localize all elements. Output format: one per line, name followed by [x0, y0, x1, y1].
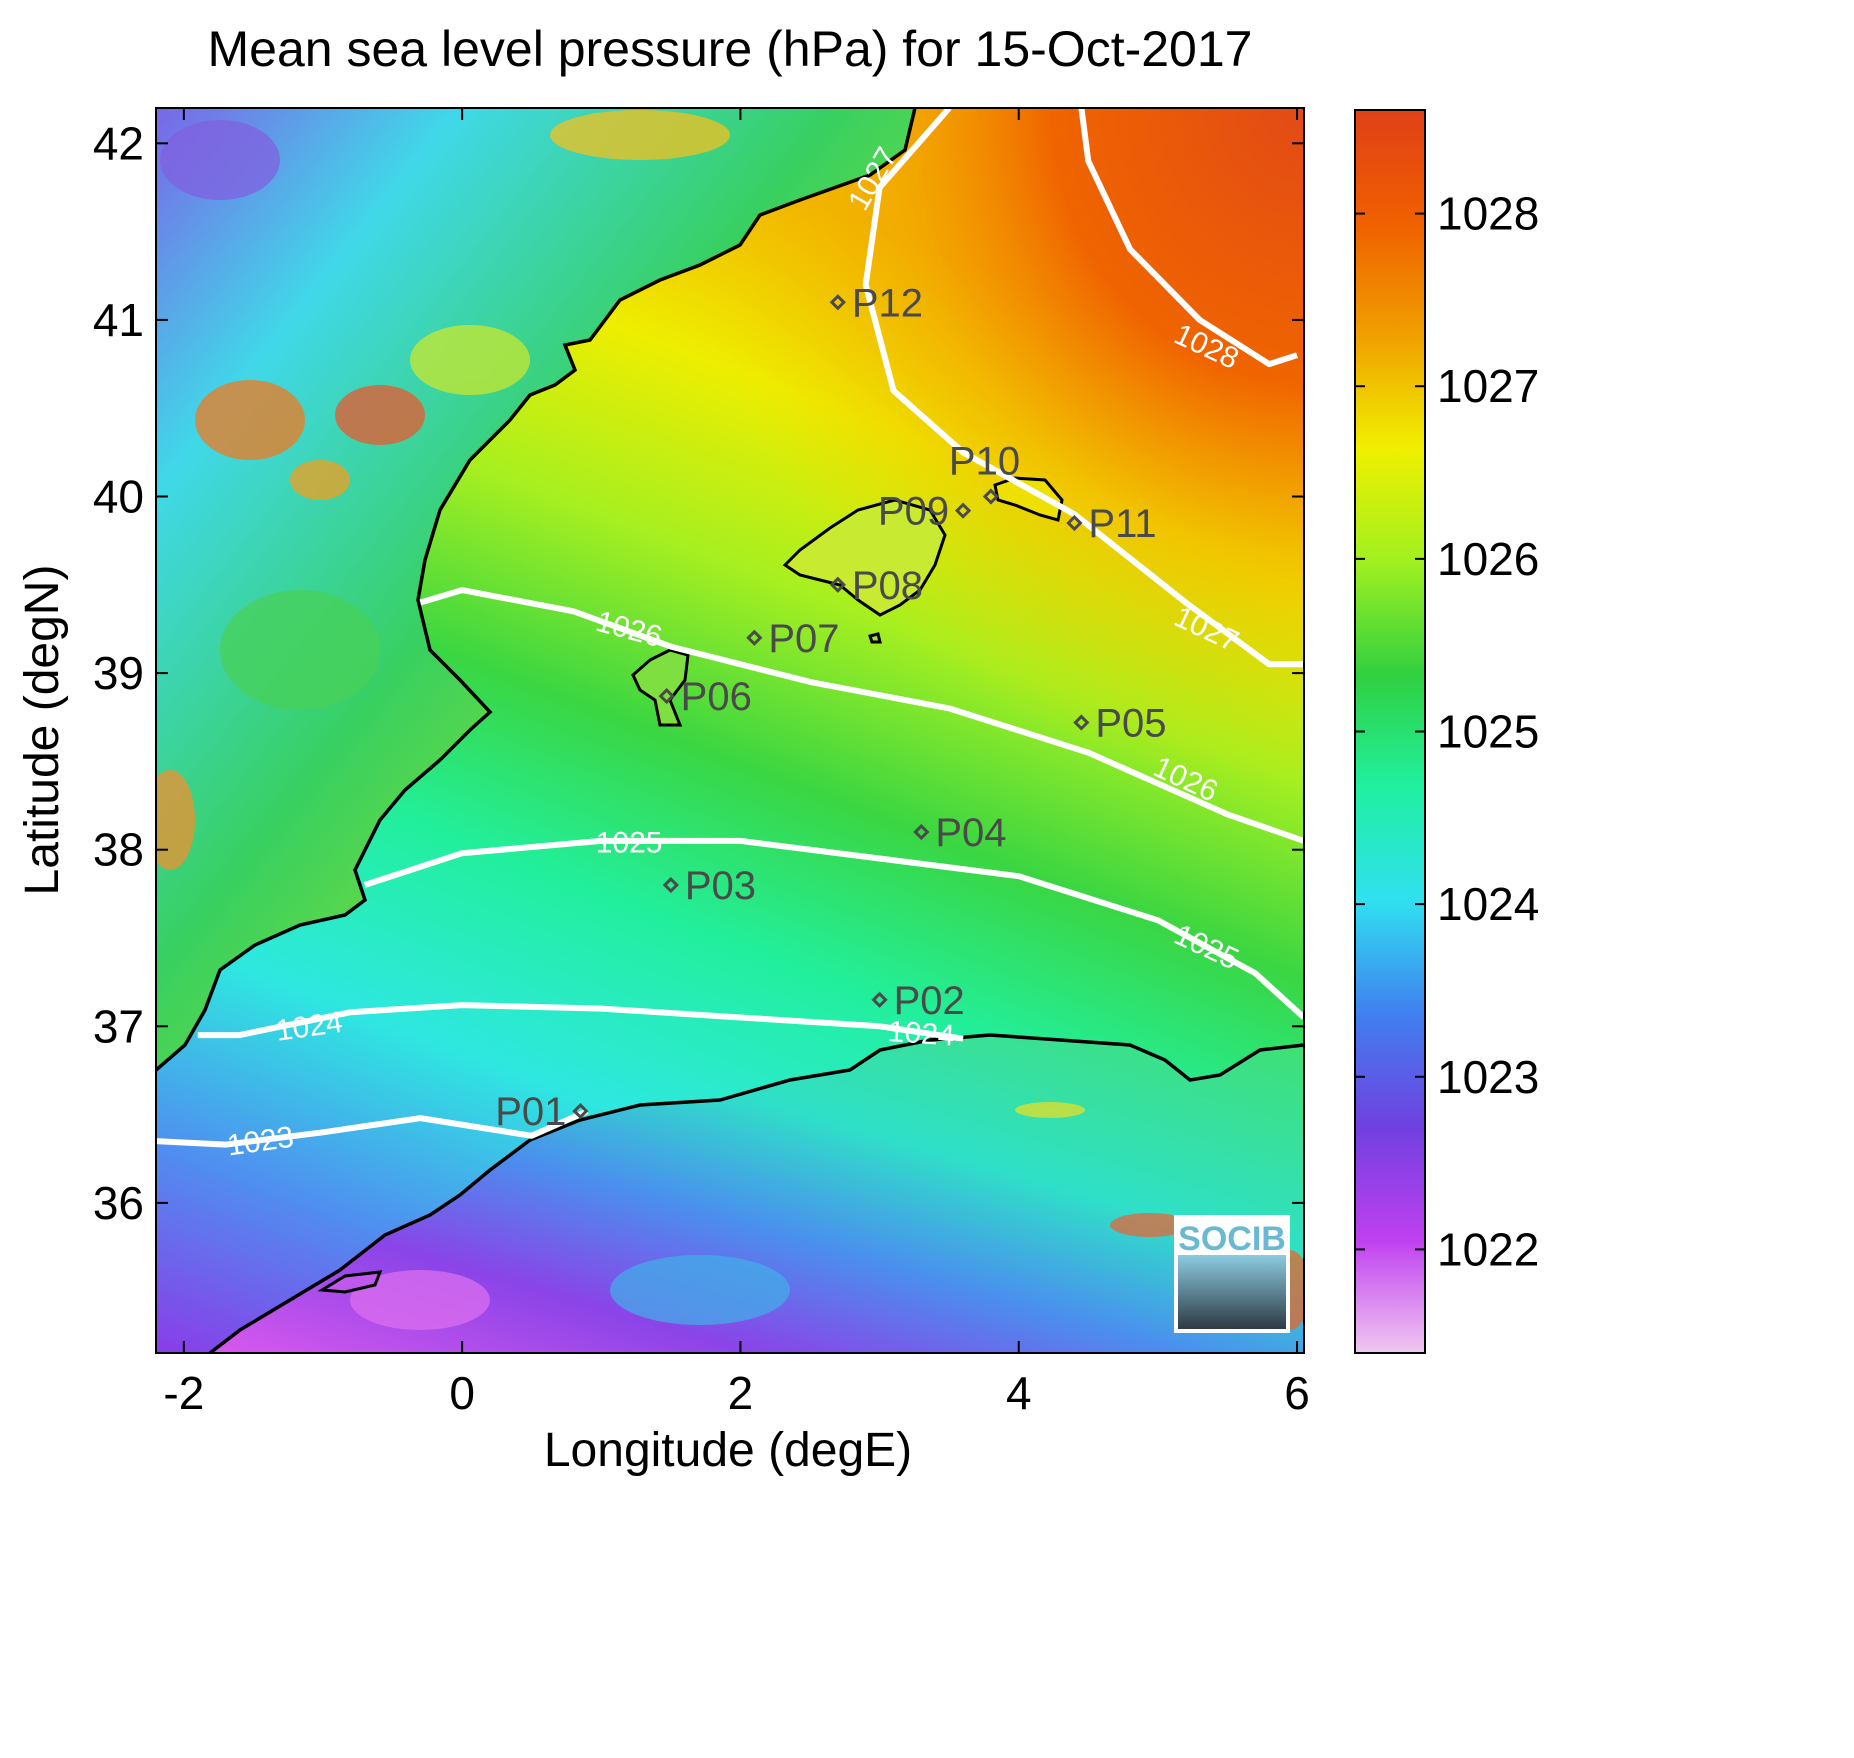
- station-marker-p06: [658, 687, 675, 705]
- plot-frame: [155, 107, 1305, 1354]
- x-tick-label: 6: [1284, 1367, 1310, 1419]
- isobar-1026: [419, 587, 1304, 844]
- colorbar-tick-label: 1023: [1437, 1051, 1539, 1103]
- station-label-p08: P08: [852, 564, 923, 608]
- isobar-1025: [363, 837, 1304, 1020]
- station-label-p07: P07: [768, 617, 839, 661]
- land-texture: [156, 110, 730, 870]
- x-axis: -2 0 2 4 6: [163, 108, 1310, 1419]
- socib-logo: SOCIB: [1174, 1215, 1290, 1333]
- station-marker-p09: [954, 502, 972, 519]
- isobar-label-1024: 1024: [887, 1015, 956, 1053]
- y-tick-label: 39: [93, 647, 144, 699]
- land-iberia: [156, 108, 915, 1070]
- x-tick-label: 0: [449, 1367, 475, 1419]
- isobar-1024: [197, 1002, 964, 1042]
- colorbar-tick-label: 1024: [1437, 878, 1539, 930]
- x-axis-title: Longitude (degE): [544, 1424, 912, 1477]
- station-marker-p10: [982, 488, 1000, 505]
- y-tick-label: 42: [93, 117, 144, 169]
- y-tick-label: 38: [93, 824, 144, 876]
- station-label-p09: P09: [878, 490, 949, 534]
- logo-text: SOCIB: [1178, 1220, 1286, 1258]
- isobar-label-1025: 1025: [596, 827, 663, 860]
- colorbar-tick-label: 1028: [1437, 188, 1539, 240]
- x-tick-label: 4: [1006, 1367, 1032, 1419]
- colorbar-ticks: 1022 1023 1024 1025 1026 1027 1028: [1355, 188, 1539, 1275]
- colorbar: 1022 1023 1024 1025 1026 1027 1028: [1354, 109, 1539, 1354]
- y-tick-label: 37: [93, 1000, 144, 1052]
- isobar-1023: [156, 1108, 589, 1148]
- station-label-p05: P05: [1095, 702, 1166, 746]
- station-marker-p08: [829, 576, 846, 593]
- station-label-p01: P01: [495, 1090, 566, 1134]
- africa-texture: [350, 1102, 1304, 1330]
- station-label-p12: P12: [852, 281, 923, 325]
- station-label-p04: P04: [935, 811, 1006, 855]
- island-mallorca: [782, 498, 947, 617]
- station-label-p11: P11: [1088, 502, 1156, 546]
- island-alboran: [317, 1270, 383, 1294]
- station-marker-p02: [871, 991, 888, 1008]
- station-marker-p11: [1066, 514, 1083, 532]
- plot-title: Mean sea level pressure (hPa) for 15-Oct…: [208, 21, 1253, 77]
- coastline-iberia: [156, 108, 917, 1072]
- station-marker-p12: [829, 294, 846, 311]
- isobar-1027: [862, 108, 1304, 668]
- station-label-p03: P03: [685, 864, 756, 908]
- colorbar-tick-label: 1026: [1437, 533, 1539, 585]
- island-cabrera: [868, 632, 882, 644]
- y-axis-title: Latitude (degN): [16, 565, 69, 896]
- isobar-1028: [1078, 108, 1298, 368]
- station-marker-p01: [572, 1102, 589, 1120]
- station-label-p02: P02: [894, 979, 965, 1023]
- station-marker-p04: [913, 823, 930, 841]
- y-tick-label: 40: [93, 471, 144, 523]
- x-tick-label: 2: [728, 1367, 754, 1419]
- island-menorca: [993, 476, 1064, 522]
- station-marker-p07: [746, 629, 763, 646]
- colorbar-tick-label: 1027: [1437, 360, 1539, 412]
- coastline-africa: [208, 1033, 1304, 1353]
- colorbar-tick-label: 1022: [1437, 1223, 1539, 1275]
- colorbar-gradient: [1354, 109, 1426, 1354]
- x-tick-label: -2: [163, 1367, 204, 1419]
- y-tick-label: 36: [93, 1177, 144, 1229]
- y-axis: 36 37 38 39 40 41 42: [93, 117, 1304, 1229]
- station-label-p06: P06: [681, 675, 752, 719]
- station-marker-p03: [662, 876, 679, 894]
- station-label-p10: P10: [949, 440, 1020, 484]
- station-marker-p05: [1073, 714, 1090, 731]
- y-tick-label: 41: [93, 294, 144, 346]
- colorbar-tick-label: 1025: [1437, 706, 1539, 758]
